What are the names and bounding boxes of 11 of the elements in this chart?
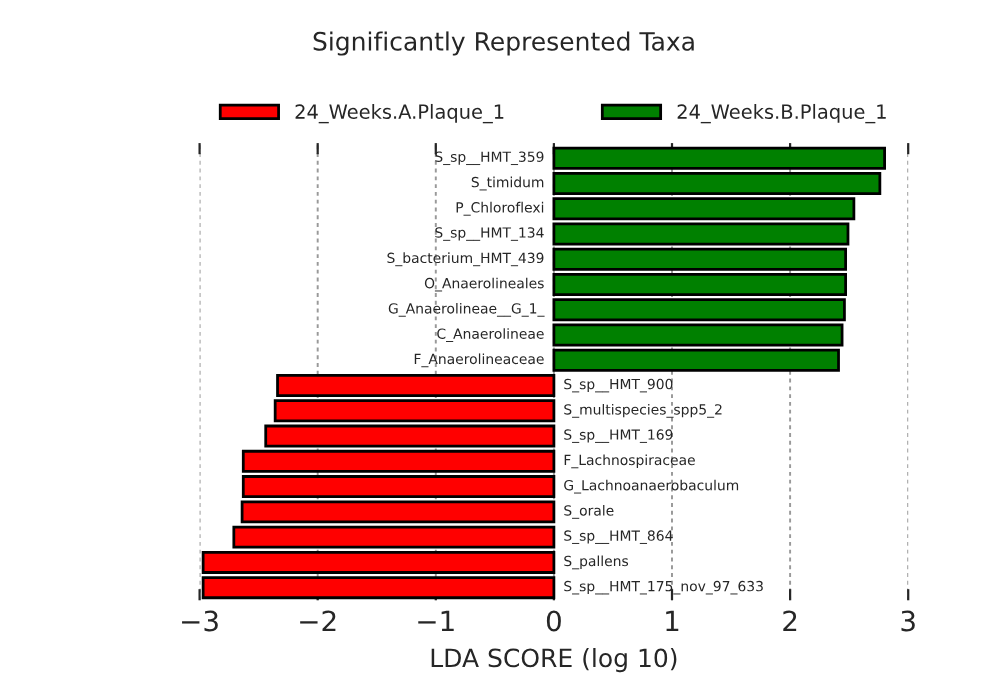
x-tick-label: −1 (418, 610, 454, 632)
legend-label: 24_Weeks.B.Plaque_1 (677, 103, 886, 124)
x-axis-title: LDA SCORE (log 10) (431, 648, 677, 673)
legend-label: 24_Weeks.A.Plaque_1 (295, 103, 504, 124)
x-tick-label: 3 (901, 610, 915, 632)
x-tick-label: 1 (666, 610, 679, 632)
chart-title: Significantly Represented Taxa (313, 31, 694, 56)
x-tick-label: −3 (182, 610, 218, 632)
x-tick-label: 2 (783, 610, 797, 632)
x-tick-label: −2 (300, 610, 336, 632)
x-tick-label: 0 (546, 610, 561, 632)
